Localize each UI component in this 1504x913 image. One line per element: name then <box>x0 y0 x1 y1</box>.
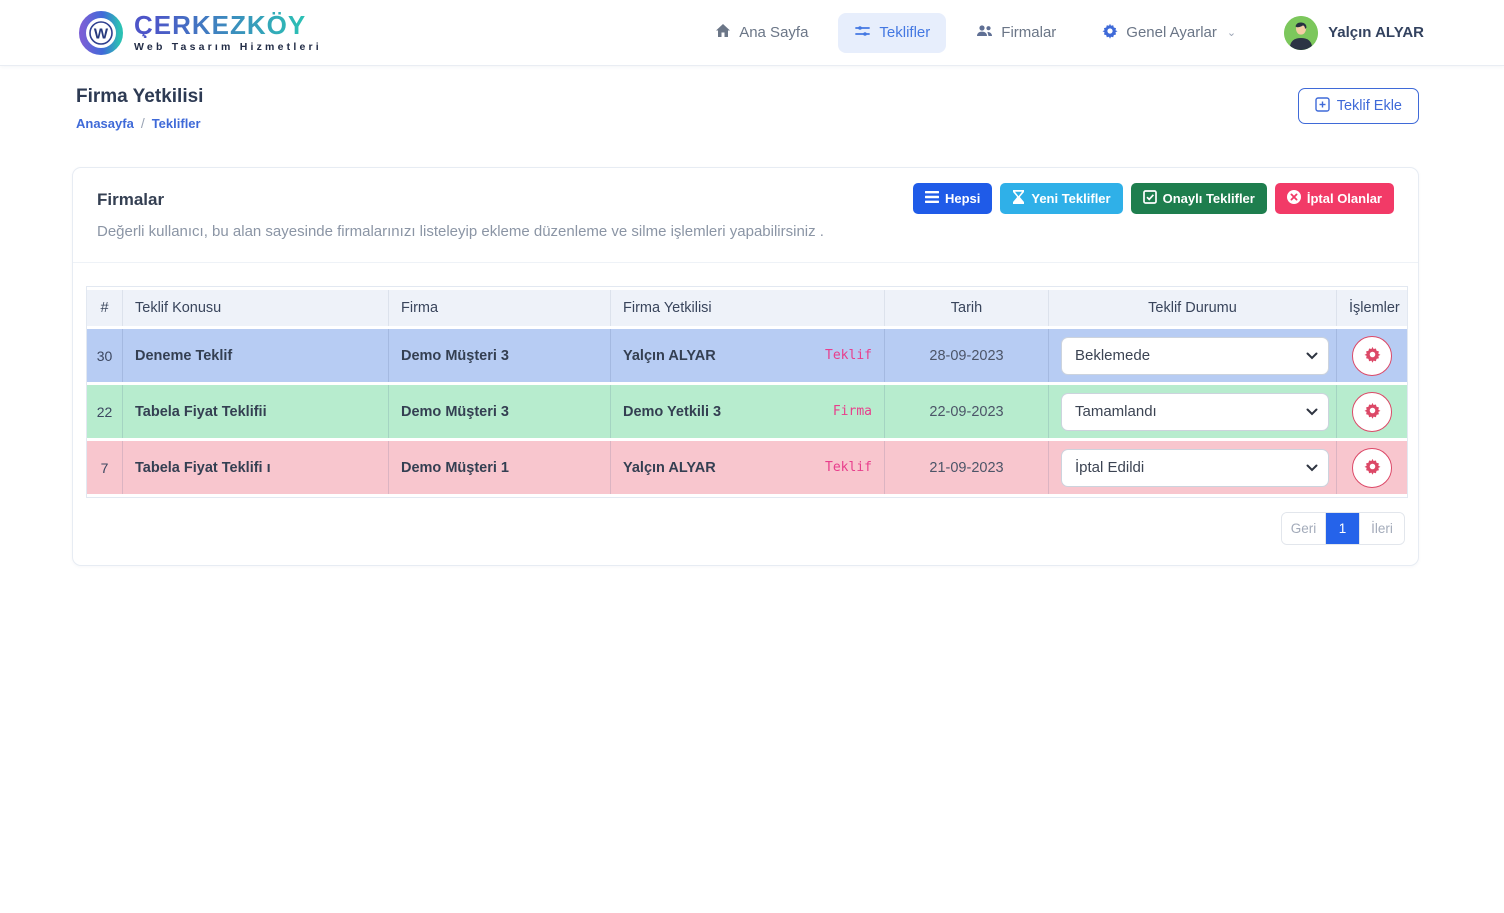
cell-company: Demo Müşteri 1 <box>389 441 611 494</box>
list-icon <box>924 191 939 206</box>
x-circle-icon <box>1286 190 1301 207</box>
cell-subject: Tabela Fiyat Teklifi ı <box>123 441 389 494</box>
checkbox-check-icon <box>1142 190 1157 207</box>
offers-card: Firmalar Değerli kullanıcı, bu alan saye… <box>72 167 1419 566</box>
gear-icon <box>1102 23 1118 43</box>
main-nav: Ana Sayfa Teklifler Firmalar <box>699 12 1424 53</box>
breadcrumb-separator: / <box>140 115 145 131</box>
cell-status: Beklemede <box>1049 329 1337 382</box>
card-description: Değerli kullanıcı, bu alan sayesinde fir… <box>97 223 824 240</box>
cell-actions <box>1337 441 1407 494</box>
row-settings-button[interactable] <box>1352 391 1392 432</box>
cell-date: 28-09-2023 <box>885 329 1049 382</box>
table-row: 7 Tabela Fiyat Teklifi ı Demo Müşteri 1 … <box>87 441 1407 494</box>
user-name: Yalçın ALYAR <box>1328 24 1424 41</box>
filter-new-button[interactable]: Yeni Teklifler <box>1000 183 1123 214</box>
row-type-badge: Teklif <box>825 348 872 363</box>
breadcrumb-current-link[interactable]: Teklifler <box>151 115 201 131</box>
brand-logo-icon: W <box>78 10 124 56</box>
offers-table: # Teklif Konusu Firma Firma Yetkilisi Ta… <box>86 286 1408 498</box>
gear-icon <box>1364 402 1381 422</box>
sliders-icon <box>854 23 871 43</box>
filter-cancelled-button[interactable]: İptal Olanlar <box>1274 183 1394 214</box>
contact-name: Yalçın ALYAR <box>623 459 716 476</box>
cell-contact: Yalçın ALYAR Teklif <box>611 329 885 382</box>
breadcrumb-home-link[interactable]: Anasayfa <box>76 115 134 131</box>
card-title: Firmalar <box>97 190 165 209</box>
cell-id: 30 <box>87 329 123 382</box>
cell-actions <box>1337 385 1407 438</box>
table-row: 22 Tabela Fiyat Teklifii Demo Müşteri 3 … <box>87 385 1407 438</box>
col-header-subject: Teklif Konusu <box>123 290 389 326</box>
cell-id: 7 <box>87 441 123 494</box>
brand-tagline: Web Tasarım Hizmetleri <box>134 41 322 54</box>
plus-square-icon <box>1315 96 1330 116</box>
row-settings-button[interactable] <box>1352 335 1392 376</box>
col-header-status: Teklif Durumu <box>1049 290 1337 326</box>
row-settings-button[interactable] <box>1352 447 1392 488</box>
col-header-actions: İşlemler <box>1337 290 1407 326</box>
status-select[interactable]: Tamamlandı <box>1061 392 1329 431</box>
pagination-prev[interactable]: Geri <box>1282 513 1326 544</box>
col-header-company: Firma <box>389 290 611 326</box>
cell-status: Tamamlandı <box>1049 385 1337 438</box>
cell-date: 22-09-2023 <box>885 385 1049 438</box>
users-icon <box>976 23 993 43</box>
cell-subject: Deneme Teklif <box>123 329 389 382</box>
status-select[interactable]: Beklemede <box>1061 336 1329 375</box>
col-header-id: # <box>87 290 123 326</box>
row-type-badge: Teklif <box>825 460 872 475</box>
cell-subject: Tabela Fiyat Teklifii <box>123 385 389 438</box>
filter-buttons: Hepsi Yeni Teklifler Onaylı Teklifler <box>912 183 1394 214</box>
svg-text:W: W <box>94 25 109 42</box>
table-header-row: # Teklif Konusu Firma Firma Yetkilisi Ta… <box>87 290 1407 326</box>
pagination-next[interactable]: İleri <box>1360 513 1404 544</box>
filter-approved-button[interactable]: Onaylı Teklifler <box>1130 183 1267 214</box>
brand-logo[interactable]: W ÇERKEZKÖY Web Tasarım Hizmetleri <box>78 10 322 56</box>
user-menu[interactable]: Yalçın ALYAR <box>1284 15 1424 50</box>
nav-item-teklifler[interactable]: Teklifler <box>838 12 947 53</box>
chevron-down-icon: ⌄ <box>1226 27 1237 39</box>
pagination: Geri 1 İleri <box>73 504 1418 565</box>
top-navbar: W ÇERKEZKÖY Web Tasarım Hizmetleri Ana S… <box>0 0 1504 66</box>
cell-company: Demo Müşteri 3 <box>389 329 611 382</box>
gear-icon <box>1364 458 1381 478</box>
filter-all-button[interactable]: Hepsi <box>912 183 993 214</box>
cell-company: Demo Müşteri 3 <box>389 385 611 438</box>
page-header: Firma Yetkilisi Anasayfa / Teklifler Tek… <box>72 86 1419 131</box>
cell-contact: Yalçın ALYAR Teklif <box>611 441 885 494</box>
contact-name: Yalçın ALYAR <box>623 347 716 364</box>
page-title: Firma Yetkilisi <box>76 86 204 107</box>
add-offer-button[interactable]: Teklif Ekle <box>1297 88 1419 124</box>
brand-name: ÇERKEZKÖY <box>134 12 322 38</box>
nav-item-genel-ayarlar[interactable]: Genel Ayarlar ⌄ <box>1086 13 1252 53</box>
cell-actions <box>1337 329 1407 382</box>
nav-item-ana-sayfa[interactable]: Ana Sayfa <box>699 13 824 53</box>
gear-icon <box>1364 346 1381 366</box>
cell-status: İptal Edildi <box>1049 441 1337 494</box>
col-header-date: Tarih <box>885 290 1049 326</box>
card-header: Firmalar Değerli kullanıcı, bu alan saye… <box>73 168 1418 263</box>
cell-contact: Demo Yetkili 3 Firma <box>611 385 885 438</box>
avatar <box>1284 15 1319 50</box>
cell-id: 22 <box>87 385 123 438</box>
hourglass-icon <box>1012 190 1025 207</box>
table-row: 30 Deneme Teklif Demo Müşteri 3 Yalçın A… <box>87 329 1407 382</box>
breadcrumb: Anasayfa / Teklifler <box>76 115 203 131</box>
contact-name: Demo Yetkili 3 <box>623 403 722 420</box>
pagination-page-1[interactable]: 1 <box>1326 513 1360 544</box>
cell-date: 21-09-2023 <box>885 441 1049 494</box>
row-type-badge: Firma <box>832 404 872 419</box>
status-select[interactable]: İptal Edildi <box>1061 448 1329 487</box>
nav-item-firmalar[interactable]: Firmalar <box>960 13 1072 53</box>
col-header-contact: Firma Yetkilisi <box>611 290 885 326</box>
home-icon <box>715 23 731 43</box>
